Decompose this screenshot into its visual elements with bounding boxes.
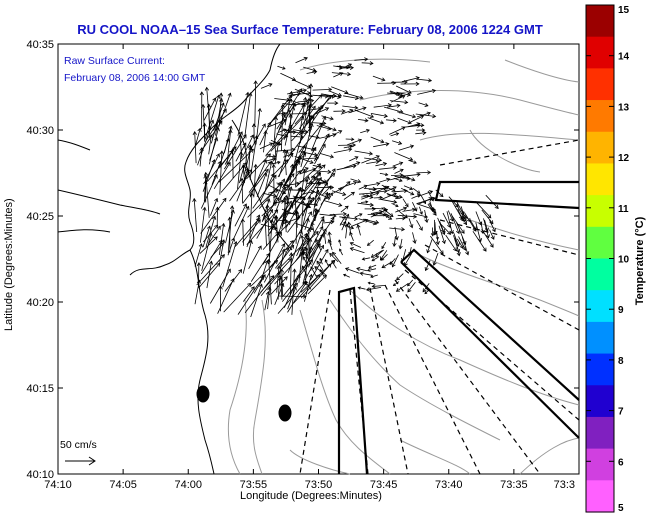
y-tick-label: 40:35 <box>26 39 54 51</box>
colorbar-tick-label: 14 <box>618 52 630 63</box>
y-tick-label: 40:15 <box>26 383 54 395</box>
colorbar-segment <box>586 480 614 512</box>
colorbar-tick-label: 13 <box>618 102 630 113</box>
colorbar-segment <box>586 290 614 322</box>
x-tick-label: 73:40 <box>435 479 463 491</box>
y-tick-label: 40:20 <box>26 297 54 309</box>
colorbar-segment <box>586 449 614 481</box>
y-tick-label: 40:25 <box>26 211 54 223</box>
colorbar-segment <box>586 37 614 69</box>
colorbar-tick-label: 6 <box>618 457 624 468</box>
x-tick-label: 73:3 <box>554 479 575 491</box>
map-title: RU COOL NOAA–15 Sea Surface Temperature:… <box>40 22 580 37</box>
y-tick-label: 40:10 <box>26 469 54 481</box>
legend-line-1: Raw Surface Current: <box>64 55 165 67</box>
x-tick-label: 74:00 <box>174 479 202 491</box>
colorbar-tick-label: 9 <box>618 305 624 316</box>
colorbar: 15 14 13 12 11 10 9 8 7 6 5 <box>586 5 630 514</box>
colorbar-tick-label: 10 <box>618 255 630 266</box>
colorbar-tick-label: 7 <box>618 407 624 418</box>
colorbar-tick-label: 5 <box>618 503 624 514</box>
colorbar-segment <box>586 163 614 195</box>
y-axis-title: Latitude (Degrees:Minutes) <box>3 201 15 331</box>
colorbar-segment <box>586 322 614 354</box>
legend-line-2: February 08, 2006 14:00 GMT <box>64 72 205 84</box>
x-tick-label: 73:35 <box>500 479 528 491</box>
colorbar-tick-label: 11 <box>618 204 629 215</box>
y-tick-label: 40:30 <box>26 125 54 137</box>
colorbar-segment <box>586 354 614 386</box>
colorbar-tick-label: 15 <box>618 5 630 16</box>
colorbar-title: Temperature (°C) <box>634 186 646 336</box>
site-marker-1 <box>197 386 210 403</box>
x-tick-label: 74:05 <box>109 479 137 491</box>
colorbar-segment <box>586 132 614 164</box>
scale-label: 50 cm/s <box>60 439 97 451</box>
colorbar-segment <box>586 227 614 259</box>
colorbar-segment <box>586 385 614 417</box>
colorbar-tick-label: 12 <box>618 153 630 164</box>
colorbar-segment <box>586 100 614 132</box>
site-marker-2 <box>279 405 292 422</box>
colorbar-segment <box>586 259 614 291</box>
colorbar-segment <box>586 68 614 100</box>
colorbar-segment <box>586 5 614 37</box>
colorbar-tick-label: 8 <box>618 356 624 367</box>
x-axis-title: Longitude (Degrees:Minutes) <box>240 490 382 502</box>
colorbar-segment <box>586 195 614 227</box>
colorbar-segment <box>586 417 614 449</box>
